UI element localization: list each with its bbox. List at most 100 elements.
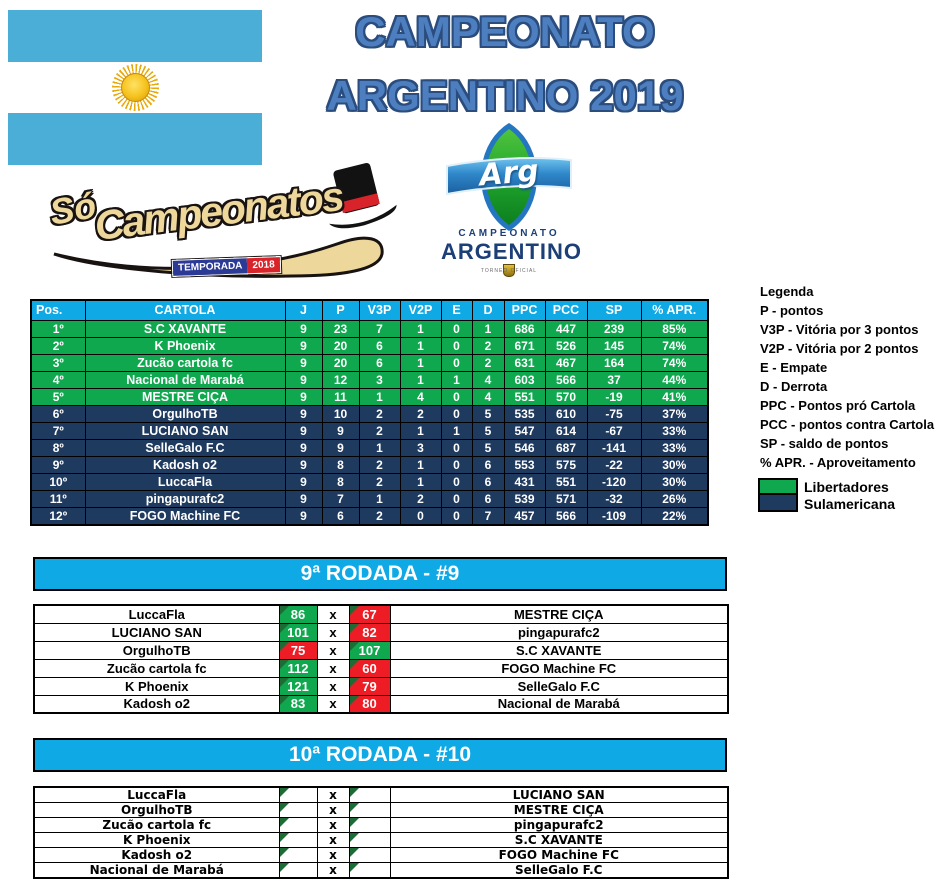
- cell-p: 10: [321, 404, 360, 423]
- cell-ppc: 603: [503, 370, 546, 389]
- cell-pos: 12º: [30, 506, 86, 525]
- legend-item: P - pontos: [760, 303, 824, 318]
- cell-v2p: 0: [399, 506, 442, 525]
- cell-p: 7: [321, 489, 360, 508]
- badge-temporada: TEMPORADA: [172, 258, 248, 276]
- cell-team: OrgulhoTB: [84, 404, 286, 423]
- cell-p: 23: [321, 319, 360, 338]
- cell-team: pingapurafc2: [84, 489, 286, 508]
- cell-e: 0: [440, 438, 473, 457]
- cell-pcc: 614: [544, 421, 588, 440]
- cell-apr: 26%: [640, 489, 709, 508]
- versus-label: x: [316, 622, 350, 642]
- away-score: 80: [348, 694, 391, 714]
- legend-item: E - Empate: [760, 360, 828, 375]
- cell-apr: 41%: [640, 387, 709, 406]
- standings-row: 5º MESTRE CIÇA 9 11 1 4 0 4 551 570 -19 41%: [30, 387, 709, 406]
- argentina-flag: [8, 10, 262, 165]
- legend-item: PPC - Pontos pró Cartola: [760, 398, 916, 413]
- cell-e: 0: [440, 336, 473, 355]
- legend-item: PCC - pontos contra Cartola: [760, 417, 935, 432]
- away-score: 82: [348, 622, 391, 642]
- cell-pos: 4º: [30, 370, 86, 389]
- cell-v2p: 1: [399, 336, 442, 355]
- cell-sp: 37: [586, 370, 642, 389]
- cell-team: SelleGalo F.C: [84, 438, 286, 457]
- legend-item: V3P - Vitória por 3 pontos: [760, 322, 919, 337]
- column-header-d: D: [471, 299, 505, 321]
- home-score: [278, 847, 318, 863]
- cell-d: 5: [471, 404, 505, 423]
- cell-ppc: 551: [503, 387, 546, 406]
- cell-sp: -109: [586, 506, 642, 525]
- cell-v2p: 1: [399, 455, 442, 474]
- versus-label: x: [316, 658, 350, 678]
- cell-d: 6: [471, 489, 505, 508]
- match-row: LuccaFla 86 x 67 MESTRE CIÇA: [33, 604, 729, 624]
- standings-row: 1º S.C XAVANTE 9 23 7 1 0 1 686 447 239 85%: [30, 319, 709, 338]
- legend-item: % APR. - Aproveitamento: [760, 455, 916, 470]
- cell-v3p: 2: [358, 421, 401, 440]
- match-row: Kadosh o2 83 x 80 Nacional de Marabá: [33, 694, 729, 714]
- home-team: LuccaFla: [33, 786, 280, 803]
- versus-label: x: [316, 847, 350, 863]
- zone-label: Libertadores: [804, 478, 889, 495]
- sun-of-may-icon: [112, 64, 159, 111]
- cell-sp: -32: [586, 489, 642, 508]
- match-row: LUCIANO SAN 101 x 82 pingapurafc2: [33, 622, 729, 642]
- cell-apr: 74%: [640, 353, 709, 372]
- sun-core: [121, 73, 150, 102]
- cell-sp: 239: [586, 319, 642, 338]
- cell-team: Nacional de Marabá: [84, 370, 286, 389]
- home-score: 86: [278, 604, 318, 624]
- cell-sp: -67: [586, 421, 642, 440]
- cell-ppc: 671: [503, 336, 546, 355]
- cell-pos: 6º: [30, 404, 86, 423]
- cell-j: 9: [284, 472, 323, 491]
- cell-j: 9: [284, 404, 323, 423]
- round9-results-table: LuccaFla 86 x 67 MESTRE CIÇA LUCIANO SAN 101 x 8…: [33, 604, 729, 714]
- cell-sp: -120: [586, 472, 642, 491]
- cell-pos: 1º: [30, 319, 86, 338]
- match-row: K Phoenix x S.C XAVANTE: [33, 832, 729, 848]
- legend-item: SP - saldo de pontos: [760, 436, 889, 451]
- cell-d: 4: [471, 370, 505, 389]
- cell-ppc: 546: [503, 438, 546, 457]
- cell-p: 6: [321, 506, 360, 525]
- cell-j: 9: [284, 336, 323, 355]
- away-team: SelleGalo F.C: [389, 676, 729, 696]
- cell-d: 5: [471, 421, 505, 440]
- cell-v3p: 6: [358, 336, 401, 355]
- cell-v2p: 1: [399, 319, 442, 338]
- cell-v3p: 7: [358, 319, 401, 338]
- standings-row: 4º Nacional de Marabá 9 12 3 1 1 4 603 566 37 44%: [30, 370, 709, 389]
- match-row: Kadosh o2 x FOGO Machine FC: [33, 847, 729, 863]
- cell-sp: -19: [586, 387, 642, 406]
- cell-apr: 22%: [640, 506, 709, 525]
- column-header-v3p: V3P: [358, 299, 401, 321]
- cell-pos: 3º: [30, 353, 86, 372]
- cell-apr: 33%: [640, 438, 709, 457]
- cell-ppc: 686: [503, 319, 546, 338]
- cell-p: 20: [321, 353, 360, 372]
- cell-v2p: 1: [399, 370, 442, 389]
- flag-stripe-top: [8, 10, 262, 62]
- cell-e: 0: [440, 353, 473, 372]
- cell-p: 20: [321, 336, 360, 355]
- home-score: [278, 862, 318, 879]
- standings-row: 2º K Phoenix 9 20 6 1 0 2 671 526 145 74%: [30, 336, 709, 355]
- away-team: S.C XAVANTE: [389, 832, 729, 848]
- away-score: 67: [348, 604, 391, 624]
- legend-title: Legenda: [760, 284, 814, 299]
- away-team: FOGO Machine FC: [389, 658, 729, 678]
- cell-v3p: 2: [358, 506, 401, 525]
- column-header-sp: SP: [586, 299, 642, 321]
- away-team: Nacional de Marabá: [389, 694, 729, 714]
- page-title-line1: CAMPEONATO: [355, 8, 655, 55]
- home-score: 101: [278, 622, 318, 642]
- cell-pcc: 526: [544, 336, 588, 355]
- cell-p: 9: [321, 421, 360, 440]
- cell-sp: -75: [586, 404, 642, 423]
- away-score: [348, 802, 391, 818]
- standings-row: 11º pingapurafc2 9 7 1 2 0 6 539 571 -32 26%: [30, 489, 709, 508]
